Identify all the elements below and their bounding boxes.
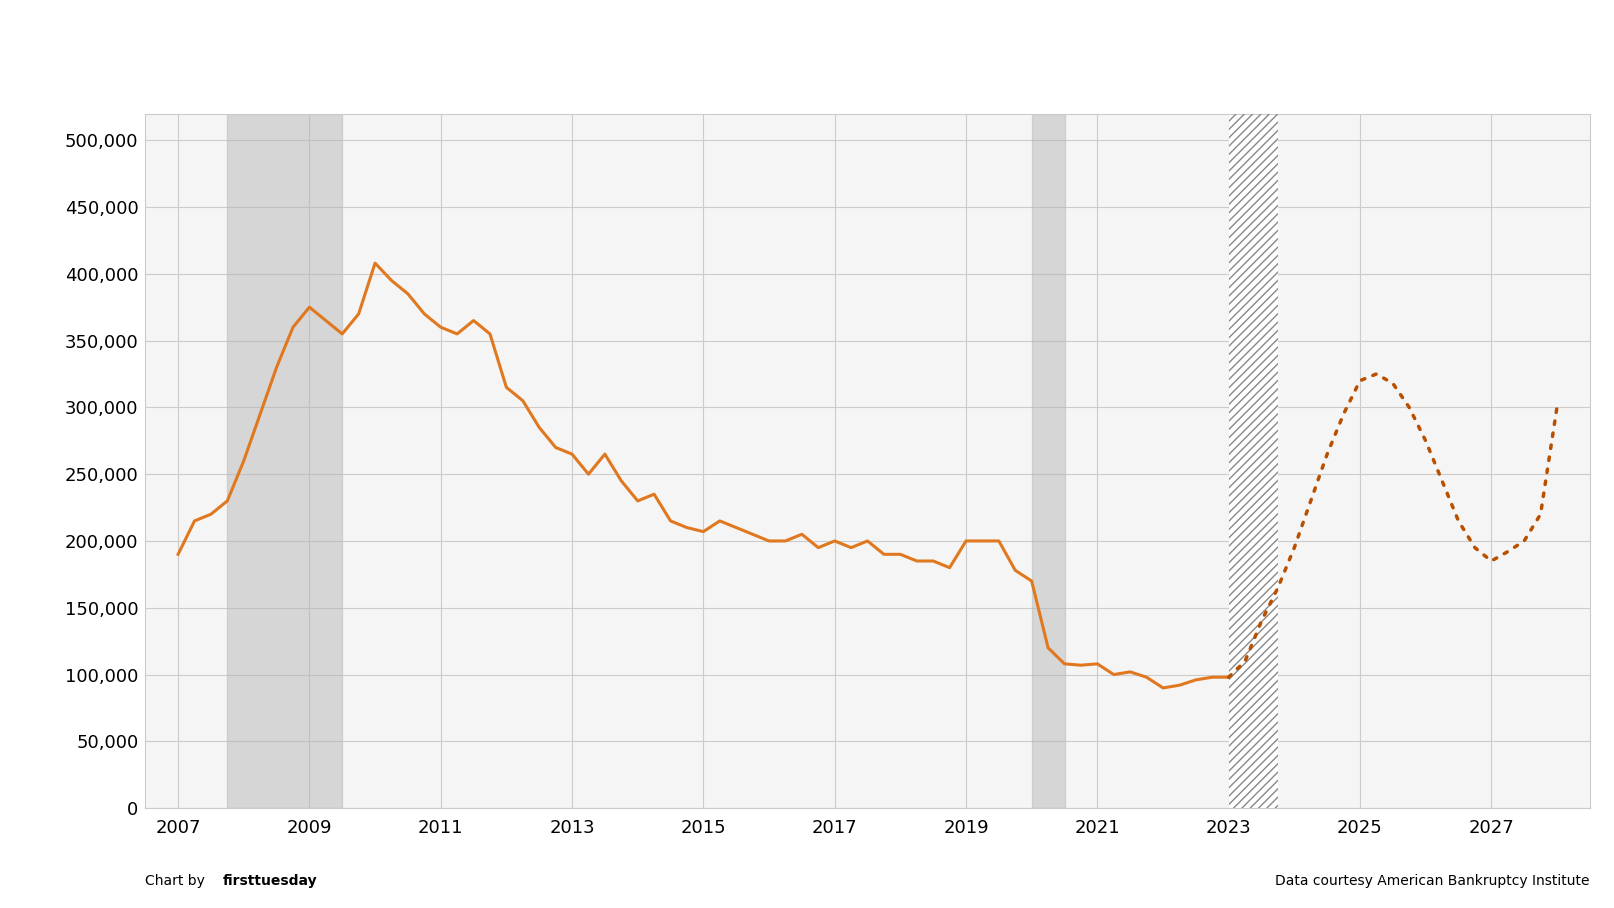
Text: Data courtesy American Bankruptcy Institute: Data courtesy American Bankruptcy Instit… xyxy=(1275,874,1590,888)
Text: firsttuesday: firsttuesday xyxy=(223,874,318,888)
Bar xyxy=(228,114,342,808)
Bar xyxy=(1228,114,1278,808)
Text: Chart by: Chart by xyxy=(145,874,210,888)
Bar xyxy=(1228,114,1278,808)
Text: U.S. Quarterly Personal Bankruptcies: U.S. Quarterly Personal Bankruptcies xyxy=(486,48,1128,77)
Bar xyxy=(1031,114,1065,808)
